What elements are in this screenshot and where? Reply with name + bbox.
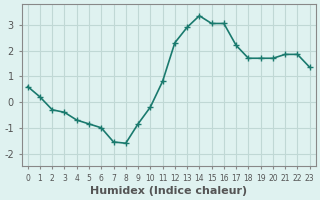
X-axis label: Humidex (Indice chaleur): Humidex (Indice chaleur) [90,186,247,196]
